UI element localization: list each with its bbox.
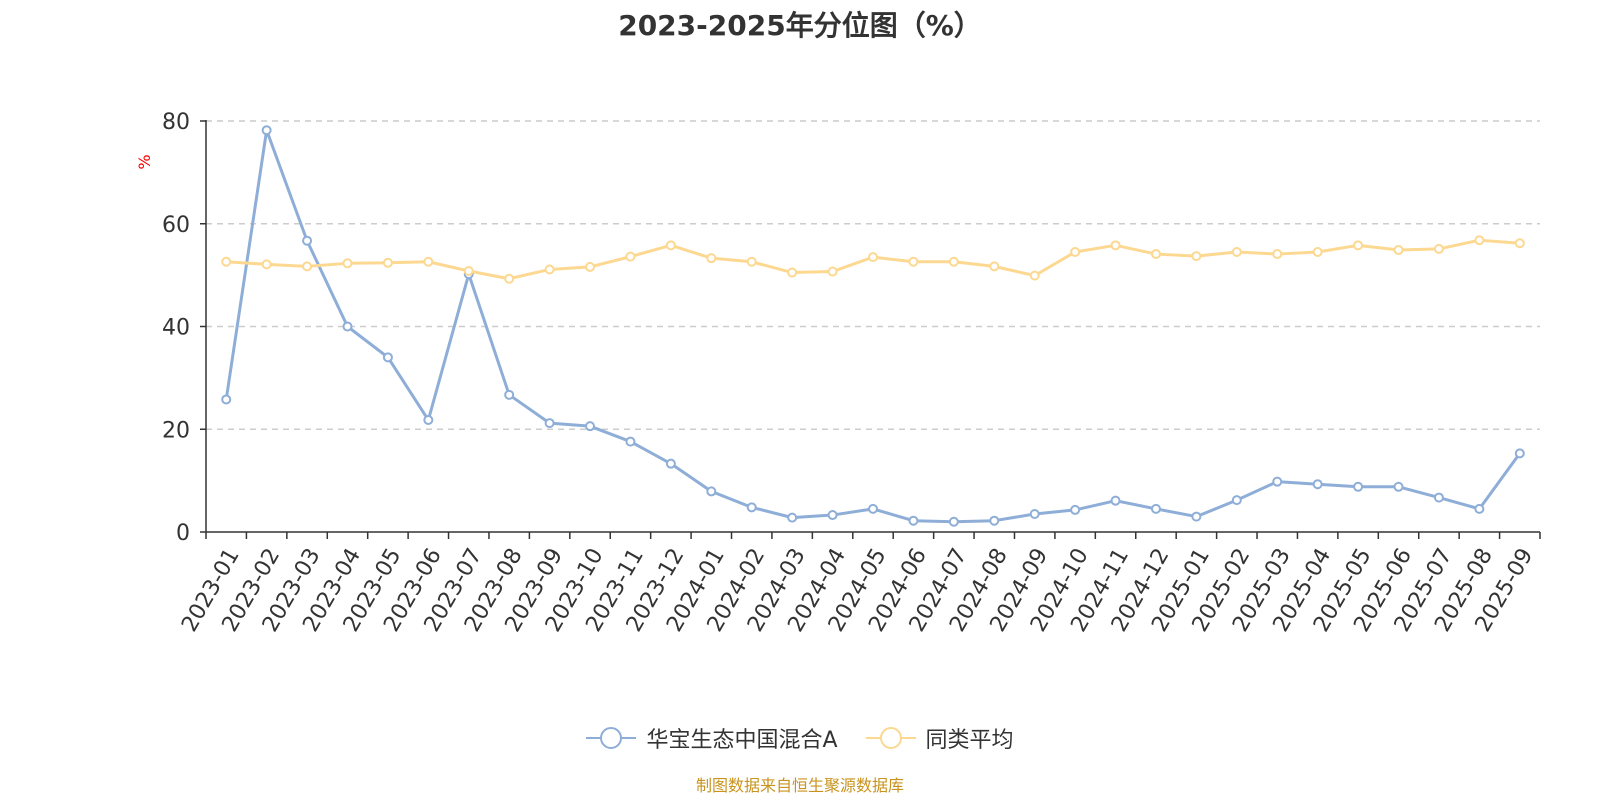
data-point-1 xyxy=(827,266,838,277)
y-tick-label: 40 xyxy=(162,316,190,341)
data-point-0 xyxy=(504,389,515,400)
legend-line-circle-icon xyxy=(865,727,916,749)
line-chart: 0204060802023-012023-022023-032023-04202… xyxy=(135,110,1541,636)
data-point-1 xyxy=(746,256,757,267)
data-point-1 xyxy=(1514,238,1525,249)
data-point-1 xyxy=(1393,244,1404,255)
series-lines xyxy=(221,125,1525,527)
data-point-0 xyxy=(706,486,717,497)
data-point-0 xyxy=(665,458,676,469)
data-point-0 xyxy=(868,503,878,514)
data-point-1 xyxy=(504,273,515,284)
data-point-0 xyxy=(1150,503,1161,514)
data-point-0 xyxy=(1231,495,1242,506)
data-point-1 xyxy=(868,252,878,263)
data-point-0 xyxy=(1393,481,1404,492)
data-point-0 xyxy=(827,510,838,521)
data-point-1 xyxy=(1070,247,1081,258)
data-point-1 xyxy=(989,261,1000,272)
data-point-1 xyxy=(908,256,919,267)
data-point-0 xyxy=(382,352,393,363)
data-point-0 xyxy=(261,125,272,136)
data-point-1 xyxy=(1110,240,1121,251)
data-point-1 xyxy=(302,261,313,272)
y-tick-label: 60 xyxy=(162,213,190,238)
data-point-1 xyxy=(1474,235,1485,246)
data-point-1 xyxy=(423,256,434,267)
legend-label-average: 同类平均 xyxy=(925,728,1014,753)
data-point-0 xyxy=(1070,504,1081,515)
legend-item-fund[interactable]: 华宝生态中国混合A xyxy=(586,722,838,754)
data-point-1 xyxy=(1231,247,1242,258)
data-point-0 xyxy=(746,502,757,513)
data-point-0 xyxy=(1433,492,1444,503)
legend-label-fund: 华宝生态中国混合A xyxy=(646,728,838,753)
data-point-1 xyxy=(1353,240,1364,251)
data-point-1 xyxy=(1191,251,1202,262)
data-point-0 xyxy=(302,235,313,246)
data-point-0 xyxy=(989,515,1000,526)
data-point-1 xyxy=(1433,243,1444,254)
legend-item-average[interactable]: 同类平均 xyxy=(865,722,1014,754)
data-point-0 xyxy=(1312,479,1323,490)
data-point-0 xyxy=(221,394,232,405)
data-point-1 xyxy=(585,261,596,272)
data-point-1 xyxy=(221,256,232,267)
data-point-1 xyxy=(625,251,636,262)
y-tick-label: 0 xyxy=(176,521,190,546)
legend: 华宝生态中国混合A 同类平均 xyxy=(0,722,1600,754)
data-point-1 xyxy=(1312,247,1323,258)
data-point-0 xyxy=(1029,509,1040,520)
data-point-0 xyxy=(1353,481,1364,492)
data-point-0 xyxy=(585,421,596,432)
data-point-0 xyxy=(1514,448,1525,459)
y-tick-label: 80 xyxy=(162,110,190,135)
data-point-1 xyxy=(1029,270,1040,281)
data-point-0 xyxy=(948,516,959,527)
data-point-0 xyxy=(423,415,434,426)
tick-labels: 0204060802023-012023-022023-032023-04202… xyxy=(135,110,1538,636)
data-point-1 xyxy=(1272,249,1283,260)
data-source-note: 制图数据来自恒生聚源数据库 xyxy=(695,776,904,795)
data-point-1 xyxy=(948,256,959,267)
data-point-1 xyxy=(544,264,555,275)
data-point-1 xyxy=(382,257,393,268)
data-point-1 xyxy=(342,258,353,269)
y-tick-label: 20 xyxy=(162,418,190,443)
data-point-1 xyxy=(463,266,474,277)
chart-title: 2023-2025年分位图（%） xyxy=(618,9,982,42)
data-point-1 xyxy=(665,240,676,251)
data-point-1 xyxy=(261,259,272,270)
data-point-0 xyxy=(908,515,919,526)
grid-lines xyxy=(206,120,1540,430)
y-axis-label: % xyxy=(135,154,154,169)
data-point-0 xyxy=(1272,476,1283,487)
data-point-1 xyxy=(1150,249,1161,260)
data-point-0 xyxy=(787,512,798,523)
data-point-0 xyxy=(1474,503,1485,514)
data-point-1 xyxy=(787,267,798,278)
data-point-0 xyxy=(1191,511,1202,522)
data-point-0 xyxy=(1110,495,1121,506)
data-point-1 xyxy=(706,253,717,264)
data-point-0 xyxy=(342,321,353,332)
data-point-0 xyxy=(625,436,636,447)
data-point-0 xyxy=(544,418,555,429)
axes xyxy=(200,120,1541,539)
legend-line-circle-icon xyxy=(586,727,637,749)
